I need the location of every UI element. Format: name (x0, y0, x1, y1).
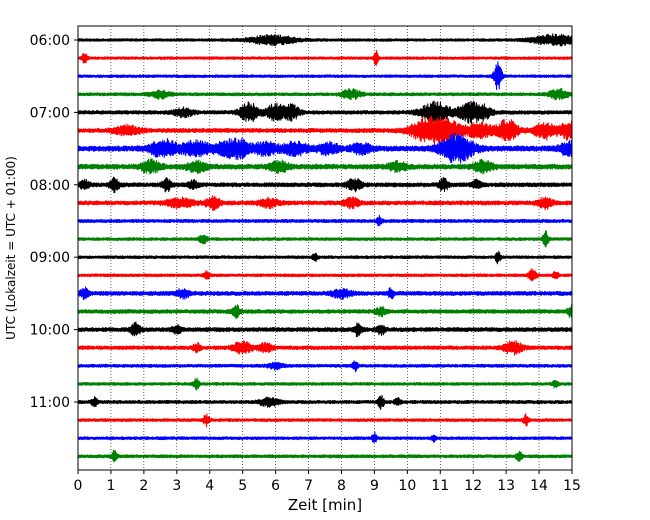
vertical-grid-lines (110, 26, 540, 470)
seismogram-trace-0645 (77, 87, 573, 101)
x-tick-label: 3 (172, 478, 181, 494)
seismogram-trace-1000 (77, 321, 573, 338)
x-tick-label: 0 (74, 478, 83, 494)
seismogram-trace-1145 (77, 449, 573, 463)
y-tick-label: 06:00 (30, 33, 70, 49)
x-tick-label: 8 (337, 478, 346, 494)
seismogram-trace-1030 (77, 360, 573, 373)
seismogram-trace-1100 (77, 394, 573, 411)
seismogram-trace-1045 (77, 377, 573, 391)
x-axis-ticks: 0 1 2 3 4 5 6 7 8 9 10 11 12 13 14 15 (74, 470, 581, 494)
x-tick-label: 1 (106, 478, 115, 494)
y-tick-label: 10:00 (30, 323, 70, 339)
seismogram-trace-1115 (77, 413, 573, 428)
seismogram-trace-0630 (77, 61, 573, 91)
y-tick-label: 11:00 (30, 395, 70, 411)
y-axis-label: UTC (Lokalzeit = UTC + 01:00) (4, 156, 18, 340)
seismogram-trace-0700 (77, 100, 573, 125)
x-tick-label: 12 (464, 478, 482, 494)
seismogram-trace-0915 (77, 268, 573, 282)
seismogram-trace-1130 (77, 431, 573, 443)
seismogram-trace-0745 (77, 158, 573, 175)
x-tick-label: 4 (205, 478, 214, 494)
seismogram-trace-0930 (77, 286, 573, 301)
x-tick-label: 5 (238, 478, 247, 494)
seismogram-trace-0730 (77, 132, 573, 164)
seismogram-trace-0715 (77, 115, 573, 146)
seismogram-trace-0900 (77, 250, 573, 265)
seismogram-trace-0800 (77, 176, 573, 194)
plot-frame (77, 25, 573, 471)
x-tick-label: 10 (398, 478, 416, 494)
x-tick-label: 9 (370, 478, 379, 494)
seismogram-trace-0830 (77, 214, 573, 227)
y-tick-label: 07:00 (30, 105, 70, 121)
x-tick-label: 14 (530, 478, 548, 494)
y-tick-label: 08:00 (30, 178, 70, 194)
seismogram-trace-0845 (77, 230, 573, 248)
x-tick-label: 11 (431, 478, 449, 494)
seismogram-trace-0815 (77, 195, 573, 212)
x-axis-label: Zeit [min] (288, 496, 362, 514)
y-tick-label: 09:00 (30, 250, 70, 266)
x-tick-label: 15 (563, 478, 581, 494)
y-axis-ticks: 06:00 07:00 08:00 09:00 10:00 11:00 (30, 33, 78, 411)
seismogram-trace-0615 (77, 49, 573, 67)
x-tick-label: 6 (271, 478, 280, 494)
x-tick-label: 13 (497, 478, 515, 494)
seismogram-trace-1015 (77, 339, 573, 356)
x-tick-label: 2 (139, 478, 148, 494)
seismogram-trace-0600 (77, 33, 573, 47)
seismogram-trace-0945 (77, 304, 573, 320)
seismogram-traces (77, 33, 573, 463)
x-tick-label: 7 (304, 478, 313, 494)
